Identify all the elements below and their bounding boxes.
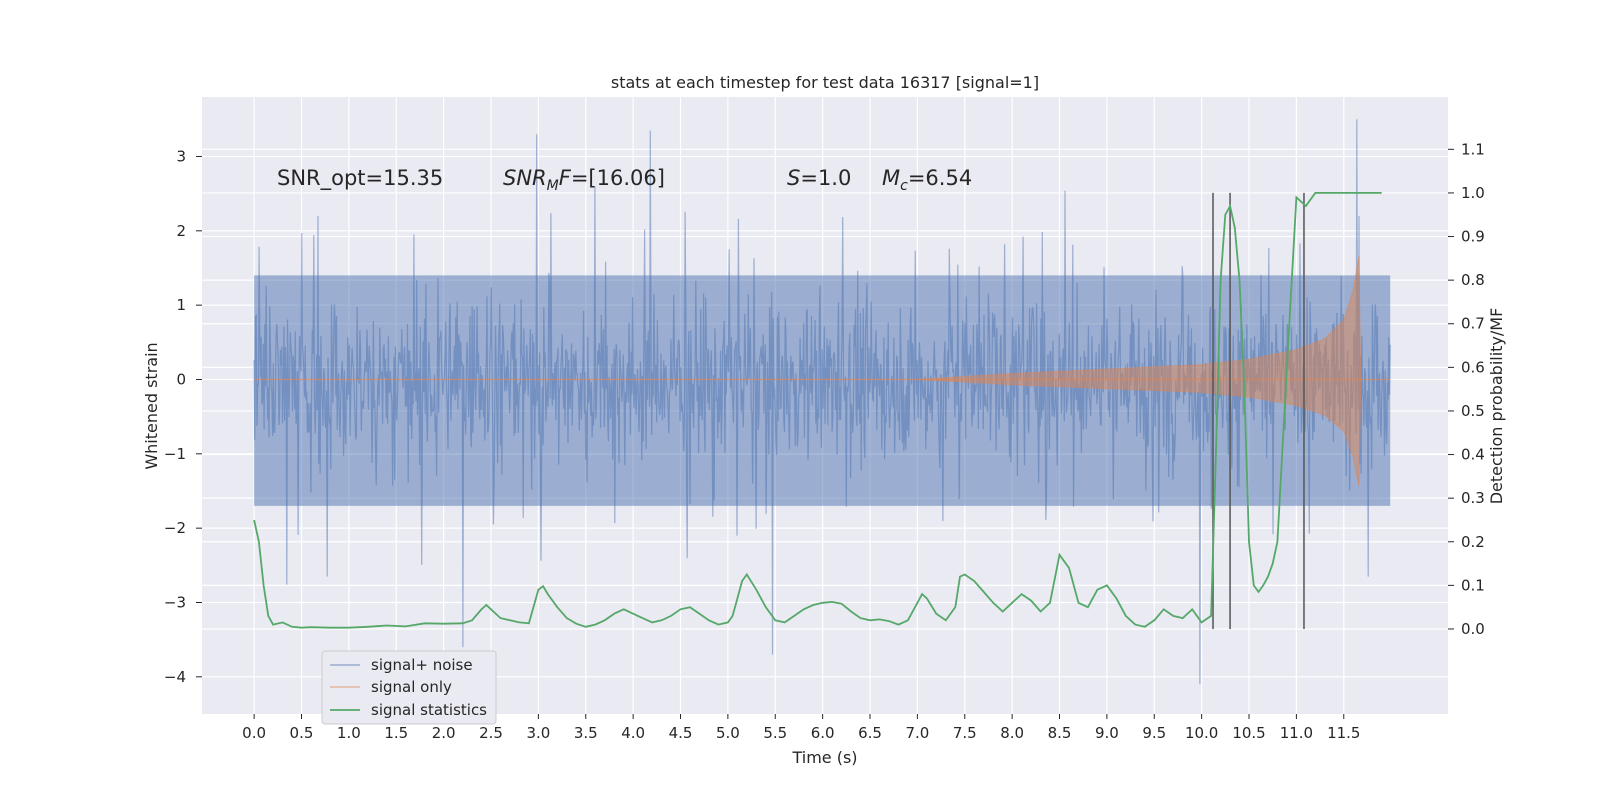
x-tick-label: 6.0 xyxy=(811,724,835,742)
y-tick-label: 1 xyxy=(176,296,186,314)
x-tick-label: 6.5 xyxy=(858,724,882,742)
y2-tick-label: 1.0 xyxy=(1461,184,1485,202)
annotation-snr-mf: SNRMF=[16.06] xyxy=(503,166,665,194)
x-tick-label: 11.5 xyxy=(1327,724,1360,742)
y-tick-labels: 3 2 1 0 −1 −2 −3 −4 xyxy=(164,147,202,686)
y2-axis-label: Detection probability/MF xyxy=(1487,308,1506,505)
legend-label-signal-only: signal only xyxy=(371,678,452,696)
y2-tick-label: 0.9 xyxy=(1461,228,1485,246)
x-tick-label: 9.0 xyxy=(1095,724,1119,742)
x-tick-label: 9.5 xyxy=(1142,724,1166,742)
y2-tick-label: 0.2 xyxy=(1461,533,1485,551)
y2-tick-label: 0.4 xyxy=(1461,446,1485,464)
x-tick-label: 10.5 xyxy=(1232,724,1265,742)
y-tick-label: −2 xyxy=(164,519,186,537)
y2-tick-label: 0.3 xyxy=(1461,489,1485,507)
x-tick-label: 7.5 xyxy=(953,724,977,742)
y-tick-label: −1 xyxy=(164,445,186,463)
x-tick-label: 5.0 xyxy=(716,724,740,742)
annotation-s: S=1.0 xyxy=(787,166,851,190)
x-tick-label: 10.0 xyxy=(1185,724,1218,742)
x-tick-label: 5.5 xyxy=(763,724,787,742)
y2-tick-label: 0.0 xyxy=(1461,620,1485,638)
x-tick-label: 7.0 xyxy=(905,724,929,742)
y2-tick-label: 0.8 xyxy=(1461,271,1485,289)
x-tick-label: 1.0 xyxy=(337,724,361,742)
x-tick-label: 8.0 xyxy=(1000,724,1024,742)
x-tick-label: 3.0 xyxy=(526,724,550,742)
signal-statistics-line xyxy=(253,192,1382,629)
legend-label-signal-statistics: signal statistics xyxy=(371,701,487,719)
x-tick-label: 11.0 xyxy=(1280,724,1313,742)
x-tick-label: 2.5 xyxy=(479,724,503,742)
x-tick-label: 0.5 xyxy=(290,724,314,742)
x-axis-label: Time (s) xyxy=(791,748,857,767)
y2-tick-label: 0.7 xyxy=(1461,315,1485,333)
y2-tick-label: 0.5 xyxy=(1461,402,1485,420)
y-tick-label: 3 xyxy=(176,147,186,165)
y-tick-label: −4 xyxy=(164,668,186,686)
y-tick-label: 2 xyxy=(176,222,186,240)
x-tick-label: 8.5 xyxy=(1048,724,1072,742)
annotation-mc: Mc=6.54 xyxy=(882,166,972,194)
legend-label-signal-noise: signal+ noise xyxy=(371,656,473,674)
annotation-snr-opt: SNR_opt=15.35 xyxy=(277,166,443,191)
legend: signal+ noise signal only signal statist… xyxy=(321,650,497,725)
x-tick-labels: 0.0 0.5 1.0 1.5 2.0 2.5 3.0 3.5 4.0 4.5 5.0 5.5 6.0 6… xyxy=(242,714,1360,742)
x-tick-label: 0.0 xyxy=(242,724,266,742)
legend-box xyxy=(321,650,497,725)
y-tick-label: −3 xyxy=(164,593,186,611)
y2-tick-labels: 1.1 1.0 0.9 0.8 0.7 0.6 0.5 0.4 0.3 0.2 0.1 0.0 xyxy=(1448,140,1485,638)
x-tick-label: 2.0 xyxy=(432,724,456,742)
y-axis-label: Whitened strain xyxy=(142,342,161,469)
signal-statistics-series xyxy=(253,192,1382,629)
y2-tick-label: 0.6 xyxy=(1461,358,1485,376)
y2-tick-label: 1.1 xyxy=(1461,140,1485,158)
x-tick-label: 4.5 xyxy=(669,724,693,742)
y-tick-label: 0 xyxy=(176,370,186,388)
x-tick-label: 4.0 xyxy=(621,724,645,742)
x-tick-label: 1.5 xyxy=(384,724,408,742)
x-tick-label: 3.5 xyxy=(574,724,598,742)
chart-title: stats at each timestep for test data 163… xyxy=(611,73,1039,92)
y2-tick-label: 0.1 xyxy=(1461,576,1485,594)
